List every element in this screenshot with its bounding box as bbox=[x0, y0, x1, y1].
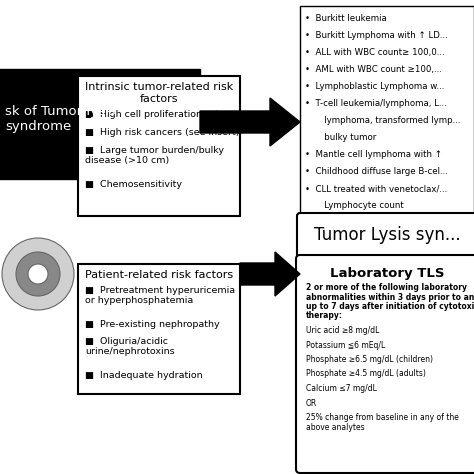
Text: Phosphate ≥6.5 mg/dL (children): Phosphate ≥6.5 mg/dL (children) bbox=[306, 355, 433, 364]
FancyBboxPatch shape bbox=[297, 213, 474, 257]
Text: •  T-cell leukemia/lymphoma, L...: • T-cell leukemia/lymphoma, L... bbox=[305, 99, 447, 108]
Text: •  ALL with WBC count≥ 100,0...: • ALL with WBC count≥ 100,0... bbox=[305, 48, 445, 57]
Text: •  Burkitt leukemia: • Burkitt leukemia bbox=[305, 14, 387, 23]
Bar bbox=[300, 6, 474, 216]
Text: •  Childhood diffuse large B-cel...: • Childhood diffuse large B-cel... bbox=[305, 167, 448, 176]
Text: ■  High risk cancers (see insert): ■ High risk cancers (see insert) bbox=[85, 128, 239, 137]
Text: •  CLL treated with venetoclax/...: • CLL treated with venetoclax/... bbox=[305, 184, 447, 193]
Text: •  Lymphoblastic Lymphoma w...: • Lymphoblastic Lymphoma w... bbox=[305, 82, 444, 91]
Text: •  AML with WBC count ≥100,...: • AML with WBC count ≥100,... bbox=[305, 65, 442, 74]
Bar bbox=[0, 69, 200, 179]
Text: Phosphate ≥4.5 mg/dL (adults): Phosphate ≥4.5 mg/dL (adults) bbox=[306, 370, 426, 379]
Text: lymphoma, transformed lymp...: lymphoma, transformed lymp... bbox=[305, 116, 461, 125]
Text: up to 7 days after initiation of cytotoxic: up to 7 days after initiation of cytotox… bbox=[306, 302, 474, 311]
Text: ■  High cell proliferation rate: ■ High cell proliferation rate bbox=[85, 110, 225, 119]
Circle shape bbox=[16, 252, 60, 296]
Text: Laboratory TLS: Laboratory TLS bbox=[330, 267, 444, 280]
Text: above analytes: above analytes bbox=[306, 422, 365, 431]
Text: OR: OR bbox=[306, 399, 317, 408]
Text: bulky tumor: bulky tumor bbox=[305, 133, 376, 142]
Text: Uric acid ≥8 mg/dL: Uric acid ≥8 mg/dL bbox=[306, 326, 379, 335]
Text: Patient-related risk factors: Patient-related risk factors bbox=[85, 270, 233, 280]
Text: Tumor Lysis syn...: Tumor Lysis syn... bbox=[314, 226, 460, 244]
Text: 25% change from baseline in any of the: 25% change from baseline in any of the bbox=[306, 413, 459, 422]
Text: therapy:: therapy: bbox=[306, 311, 343, 320]
Text: ■  Pretreatment hyperuricemia
or hyperphosphatemia: ■ Pretreatment hyperuricemia or hyperpho… bbox=[85, 286, 235, 305]
Text: ■  Oliguria/acidic
urine/nephrotoxins: ■ Oliguria/acidic urine/nephrotoxins bbox=[85, 337, 174, 356]
FancyArrow shape bbox=[200, 98, 300, 146]
Text: 2 or more of the following laboratory: 2 or more of the following laboratory bbox=[306, 283, 467, 292]
Text: ■  Chemosensitivity: ■ Chemosensitivity bbox=[85, 180, 182, 189]
Text: ■  Large tumor burden/bulky
disease (>10 cm): ■ Large tumor burden/bulky disease (>10 … bbox=[85, 146, 224, 165]
Text: ■  Inadequate hydration: ■ Inadequate hydration bbox=[85, 371, 202, 380]
Text: Calcium ≤7 mg/dL: Calcium ≤7 mg/dL bbox=[306, 384, 377, 393]
Circle shape bbox=[28, 264, 48, 284]
Text: Lymphocyte count: Lymphocyte count bbox=[305, 201, 404, 210]
Text: Intrinsic tumor-related risk
factors: Intrinsic tumor-related risk factors bbox=[85, 82, 233, 104]
Text: sk of Tumor lysis
syndrome: sk of Tumor lysis syndrome bbox=[5, 105, 116, 133]
Bar bbox=[78, 76, 240, 216]
FancyArrow shape bbox=[240, 252, 300, 296]
Bar bbox=[78, 264, 240, 394]
Circle shape bbox=[2, 238, 74, 310]
FancyBboxPatch shape bbox=[296, 255, 474, 473]
Text: •  Burkitt Lymphoma with ↑ LD...: • Burkitt Lymphoma with ↑ LD... bbox=[305, 31, 448, 40]
Text: •  Mantle cell lymphoma with ↑: • Mantle cell lymphoma with ↑ bbox=[305, 150, 442, 159]
Text: abnormalities within 3 days prior to and: abnormalities within 3 days prior to and bbox=[306, 292, 474, 301]
Text: Potassium ≦6 mEq/L: Potassium ≦6 mEq/L bbox=[306, 340, 385, 349]
Text: ■  Pre-existing nephropathy: ■ Pre-existing nephropathy bbox=[85, 320, 219, 329]
